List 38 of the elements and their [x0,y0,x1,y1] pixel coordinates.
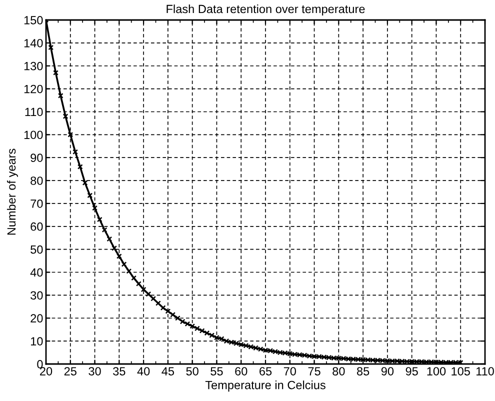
x-tick-label: 80 [332,367,345,376]
y-tick-label: 110 [25,108,43,116]
y-tick-label: 0 [37,360,43,368]
chart-title: Flash Data retention over temperature [166,4,365,16]
x-tick-label: 100 [427,367,446,376]
y-tick-label: 140 [24,38,43,48]
x-axis-title: Temperature in Celcius [205,380,326,392]
y-tick-label: 40 [30,268,43,277]
x-tick-label: 30 [88,367,101,376]
y-tick-label: 150 [24,16,43,24]
x-tick-label: 110 [476,367,494,376]
y-tick-label: 60 [30,222,43,231]
y-tick-label: 90 [30,154,43,162]
x-tick-label: 85 [357,367,370,376]
x-tick-label: 20 [40,367,52,376]
x-tick-label: 95 [406,367,418,376]
x-tick-label: 40 [137,367,150,376]
x-tick-label: 70 [284,367,296,376]
x-tick-label: 45 [162,367,174,376]
y-tick-label: 30 [30,291,43,300]
x-tick-label: 65 [260,367,272,376]
y-tick-label: 50 [30,245,43,254]
y-tick-label: 10 [30,337,43,346]
x-tick-label: 50 [186,367,198,376]
x-tick-label: 75 [308,367,320,376]
x-tick-label: 35 [113,367,126,376]
y-tick-label: 100 [24,130,43,140]
y-tick-label: 80 [30,176,43,185]
y-tick-label: 20 [30,314,43,323]
y-tick-label: 120 [24,84,43,94]
x-tick-label: 60 [235,367,248,376]
y-tick-label: 70 [30,200,43,208]
y-tick-label: 130 [24,62,43,70]
x-tick-label: 90 [381,367,394,376]
x-tick-label: 55 [210,367,223,376]
y-axis-title: Number of years [6,148,18,235]
x-tick-label: 25 [64,367,76,376]
x-tick-label: 105 [452,367,470,376]
